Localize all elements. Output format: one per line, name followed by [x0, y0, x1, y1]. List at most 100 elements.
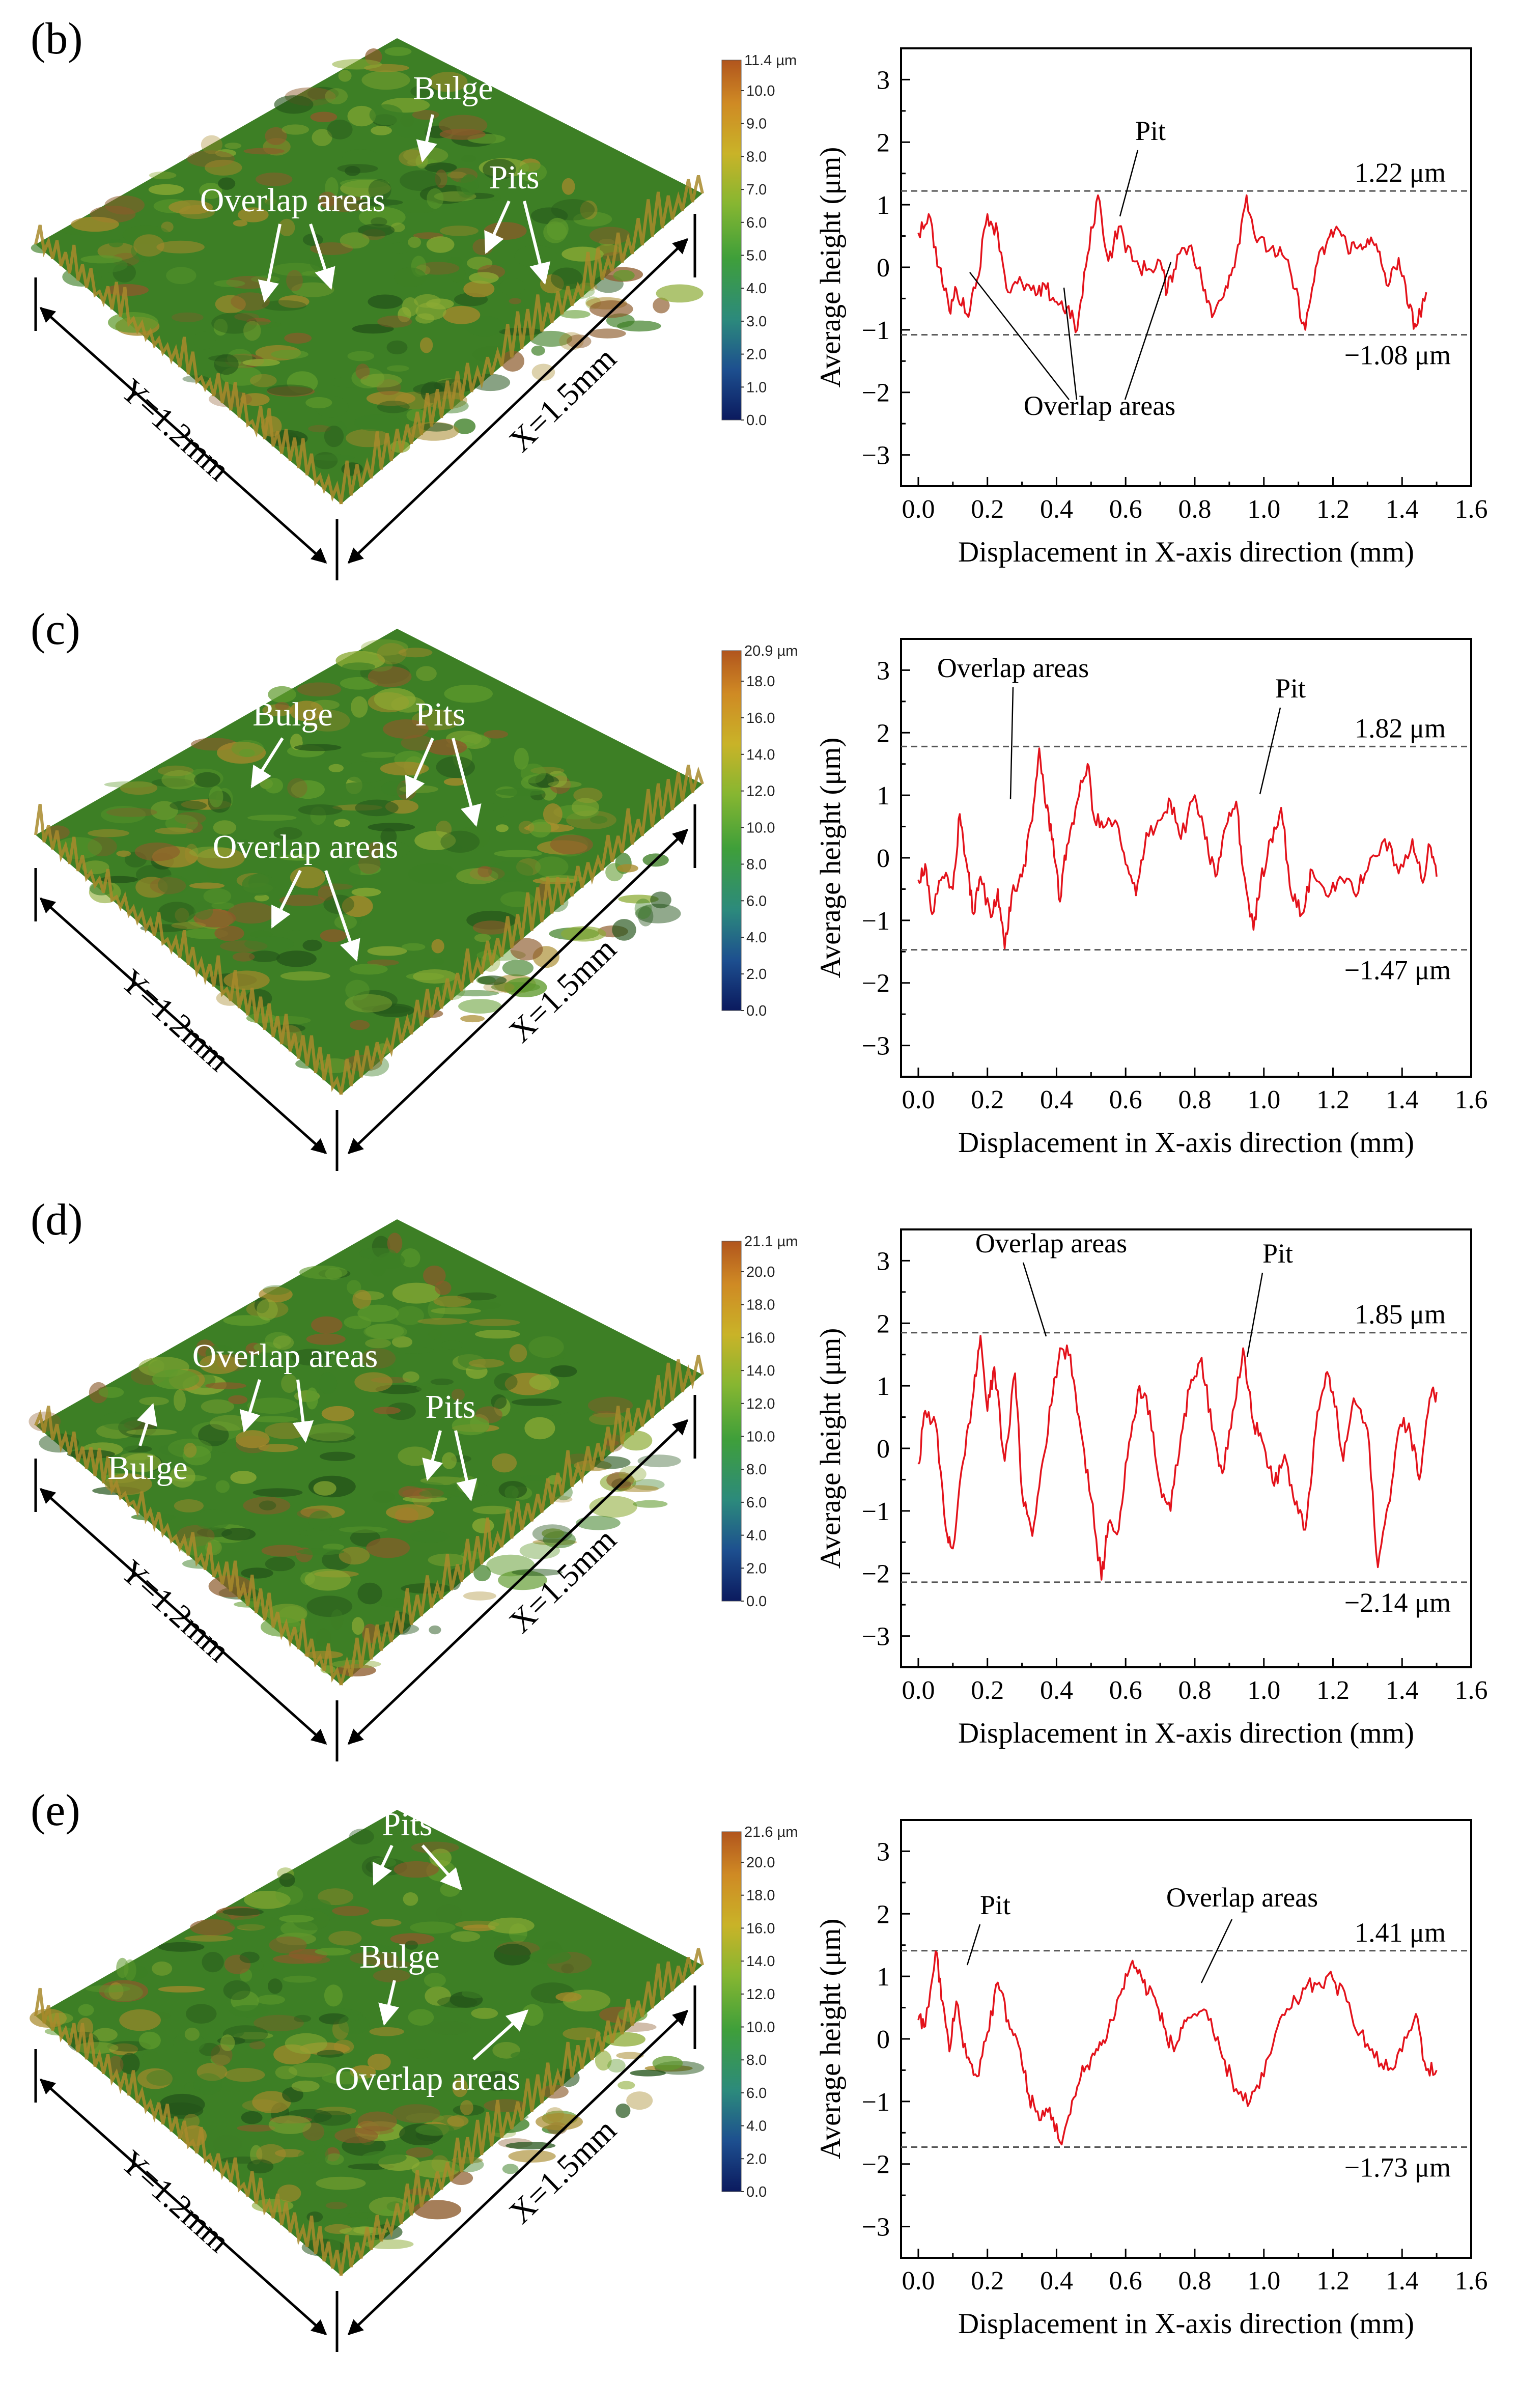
y-tick-label: 3: [877, 1247, 890, 1276]
surface-texture: [561, 1964, 574, 1974]
surface-texture: [232, 839, 252, 849]
surface-texture: [518, 162, 547, 182]
surface-texture: [346, 429, 390, 447]
surface-texture: [401, 735, 434, 751]
annotation-arrow: [405, 737, 434, 799]
surface-texture: [510, 2051, 533, 2060]
surface-texture: [205, 159, 242, 176]
surface-texture: [282, 124, 309, 135]
surface-texture: [398, 1446, 432, 1466]
x-tick-label: 0.8: [1178, 1085, 1211, 1114]
surface-texture: [417, 1318, 467, 1325]
surface-texture: [211, 902, 235, 910]
surface-texture: [325, 2153, 344, 2165]
surface-texture: [224, 143, 242, 149]
surface-texture: [496, 824, 509, 832]
surface-texture: [373, 1969, 410, 1983]
colorbar-tick-label: 10.0: [746, 2020, 775, 2036]
colorbar-tick-label: 16.0: [746, 710, 775, 726]
surface-texture: [274, 95, 314, 114]
surface-texture: [484, 730, 509, 739]
surface-texture: [419, 423, 454, 432]
plot-annotation: Pit: [1135, 116, 1166, 146]
surface-texture: [410, 1921, 456, 1934]
surface-annotation: Bulge: [413, 70, 493, 107]
surface-annotation: Pits: [382, 1806, 432, 1843]
surface-texture: [308, 98, 344, 115]
colorbar-tick-label: 16.0: [746, 1330, 775, 1346]
surface-texture: [392, 1347, 435, 1354]
surface-texture: [104, 1983, 143, 2002]
surface-texture: [390, 1933, 435, 1945]
x-tick-label: 1.0: [1247, 1676, 1280, 1705]
surface-texture: [306, 2211, 323, 2223]
panel-label: (d): [31, 1195, 83, 1245]
surface-texture: [429, 1849, 452, 1867]
annotation-arrow: [136, 1403, 157, 1446]
surface-texture: [436, 1904, 462, 1923]
plot-annotation: Pit: [1262, 1238, 1293, 1269]
surface-texture: [74, 2042, 119, 2054]
colorbar-tick-label: 2.0: [746, 347, 767, 363]
surface-texture: [386, 340, 408, 355]
x-tick-label: 0.8: [1178, 1676, 1211, 1705]
annotation-leader: [1022, 1262, 1047, 1337]
surface-texture: [305, 1899, 331, 1910]
surface-texture: [460, 2100, 473, 2115]
surface-texture: [108, 2056, 124, 2074]
x-tick-label: 1.2: [1316, 1085, 1350, 1114]
y-tick-label: −2: [862, 1560, 890, 1589]
surface-texture: [230, 1471, 257, 1485]
annotation-leader: [969, 272, 1070, 400]
colorbar-tick-label: 20.0: [746, 1264, 775, 1280]
surface-texture: [269, 1936, 307, 1954]
surface-texture: [408, 863, 457, 884]
surface-texture: [436, 756, 475, 778]
surface-texture: [477, 975, 507, 985]
surface-texture: [265, 1332, 291, 1348]
surface-texture: [365, 1338, 391, 1349]
surface-texture: [520, 763, 546, 783]
annotation-arrow: [452, 738, 482, 827]
surface-texture: [46, 2012, 73, 2024]
colorbar-tick-label: 0.0: [746, 2184, 767, 2200]
colorbar-bar: [721, 1831, 742, 2192]
surface-texture: [305, 1387, 319, 1410]
colorbar-tick-label: 12.0: [746, 1396, 775, 1412]
surface-texture: [120, 781, 158, 795]
surface-texture: [301, 270, 336, 277]
surface-texture: [400, 170, 441, 191]
surface-texture: [93, 2028, 118, 2041]
surface-texture: [257, 1995, 285, 2005]
surface-texture: [265, 1556, 295, 1572]
surface-texture: [277, 2185, 301, 2202]
colorbar-tick-label: 8.0: [746, 149, 767, 165]
surface-texture: [236, 1924, 265, 1930]
annotation-leader: [1200, 1919, 1233, 1983]
surface-texture: [327, 119, 353, 139]
y-tick-label: 1: [877, 191, 890, 220]
surface-texture: [166, 267, 196, 285]
y-axis-label: Average height (μm): [814, 738, 847, 978]
surface-texture: [288, 2062, 336, 2078]
annotation-arrow: [258, 223, 282, 303]
colorbar-bar: [721, 1241, 742, 1602]
surface-texture: [388, 242, 411, 254]
surface-texture: [416, 666, 437, 681]
surface-texture: [179, 205, 215, 219]
surface-texture: [291, 780, 325, 799]
surface-texture: [239, 1951, 260, 1964]
y-tick-label: −3: [862, 441, 890, 470]
surface-texture: [317, 2050, 344, 2058]
surface-texture: [106, 807, 157, 817]
surface-texture: [431, 939, 444, 954]
surface-texture: [126, 1429, 177, 1436]
surface-texture: [361, 2150, 407, 2165]
surface-texture: [330, 1609, 344, 1630]
colorbar-tick-label: 10.0: [746, 820, 775, 836]
surface-texture: [129, 1966, 148, 1979]
x-tick-label: 0.6: [1109, 1085, 1142, 1114]
surface-texture: [441, 1452, 457, 1469]
surface-texture: [184, 844, 199, 864]
